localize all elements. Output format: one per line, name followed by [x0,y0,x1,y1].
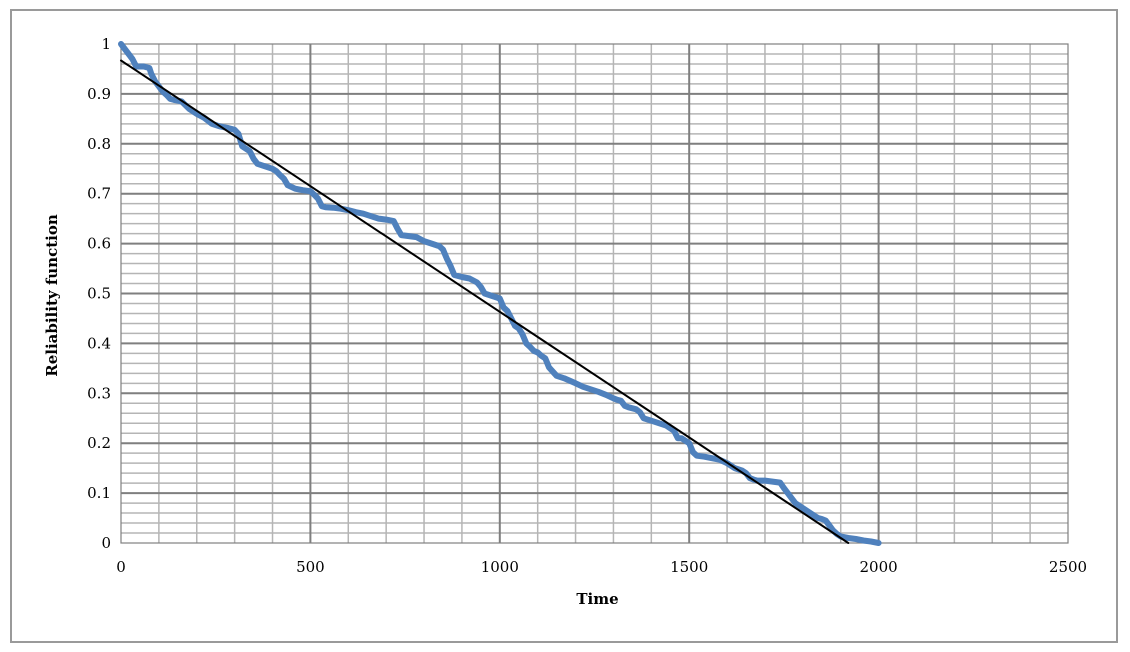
linear-fit-line [120,59,850,544]
y-tick-label: 1 [101,35,111,53]
x-axis-title: Time [576,590,618,608]
x-tick-label: 1000 [481,558,519,576]
y-tick-label: 0.9 [87,85,111,103]
x-axis-ticks: 0 500 1000 1500 2000 2500 [116,558,1087,576]
y-tick-label: 0.1 [87,484,111,502]
y-tick-label: 0.4 [87,334,111,352]
plot-area-border [120,43,1069,544]
y-tick-label: 0 [101,534,111,552]
major-gridlines [121,44,1068,543]
x-tick-label: 2500 [1049,558,1087,576]
x-tick-label: 2000 [860,558,898,576]
y-tick-label: 0.6 [87,235,111,253]
y-tick-label: 0.7 [87,185,111,203]
y-tick-label: 0.3 [87,384,111,402]
y-axis-title: Reliability function [43,214,61,377]
y-tick-label: 0.5 [87,285,111,303]
y-tick-label: 0.2 [87,434,111,452]
x-tick-label: 500 [296,558,325,576]
x-tick-label: 1500 [670,558,708,576]
x-tick-label: 0 [116,558,126,576]
series-layer [118,41,882,546]
y-axis-ticks: 0 0.1 0.2 0.3 0.4 0.5 0.6 0.7 0.8 0.9 1 [87,35,111,552]
y-tick-label: 0.8 [87,135,111,153]
